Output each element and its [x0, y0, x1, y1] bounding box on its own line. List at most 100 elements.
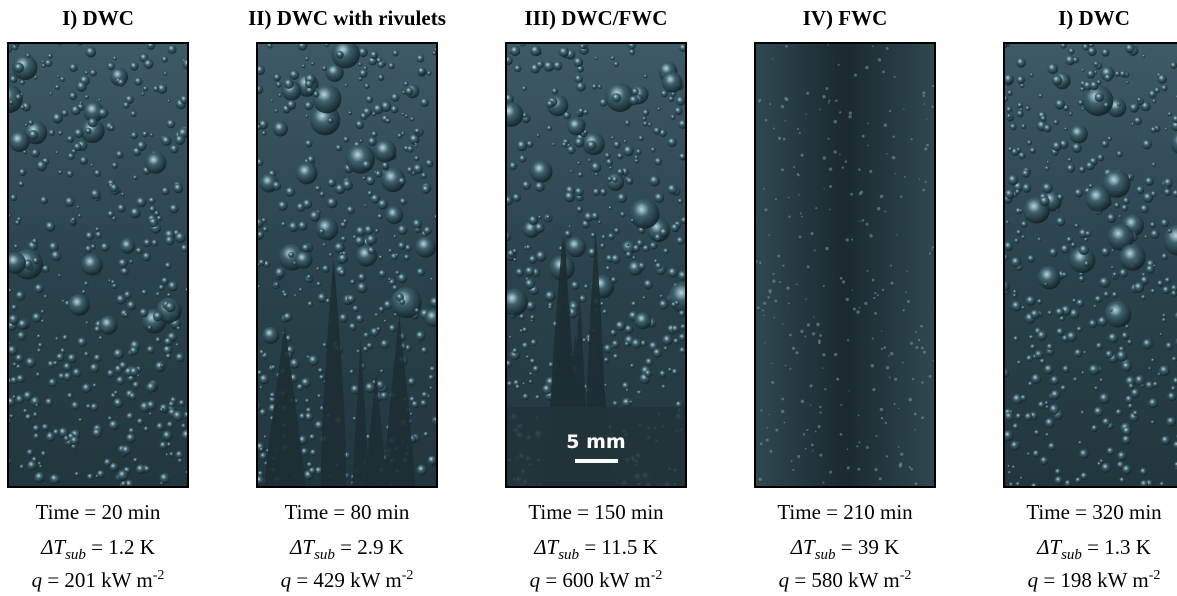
droplet: [60, 348, 66, 354]
droplet: [1125, 395, 1134, 404]
droplet: [1068, 48, 1074, 54]
droplet: [41, 310, 45, 314]
speck: [798, 194, 799, 195]
droplet: [342, 180, 353, 191]
photo: [755, 43, 936, 488]
symbol: ΔT: [289, 535, 315, 559]
droplet: [95, 475, 98, 478]
droplet: [11, 304, 17, 310]
symbol: ΔT: [533, 535, 559, 559]
droplet: [339, 313, 348, 322]
droplet: [344, 84, 347, 87]
droplet: [1151, 420, 1155, 424]
droplet: [1142, 55, 1145, 58]
droplet: [283, 292, 288, 297]
speck: [783, 138, 786, 141]
speck: [816, 323, 819, 326]
speck: [905, 292, 907, 294]
droplet: [80, 156, 88, 164]
droplet: [1066, 331, 1077, 342]
photo: [498, 41, 700, 492]
speck: [915, 482, 918, 485]
droplet: [1101, 140, 1109, 148]
speck: [759, 99, 762, 102]
droplet: [588, 159, 592, 163]
droplet: [309, 434, 315, 440]
droplet: [328, 118, 334, 124]
droplet: [1137, 97, 1142, 102]
droplet: [587, 140, 597, 150]
speck: [856, 310, 859, 313]
droplet: [644, 370, 652, 378]
droplet: [671, 368, 678, 375]
speck: [840, 277, 843, 280]
speck: [859, 221, 860, 222]
droplet: [127, 301, 137, 311]
droplet: [77, 337, 87, 347]
speck: [858, 168, 861, 171]
droplet: [615, 321, 625, 331]
droplet: [259, 374, 269, 384]
droplet: [1028, 381, 1033, 386]
speck: [800, 212, 802, 214]
value: = 1.2 K: [86, 535, 155, 559]
droplet: [1011, 257, 1021, 267]
droplet: [591, 162, 602, 173]
droplet: [519, 314, 525, 320]
droplet: [55, 84, 60, 89]
speck: [804, 335, 806, 337]
droplet: [359, 69, 368, 78]
droplet: [503, 56, 512, 65]
droplet: [1128, 403, 1134, 409]
droplet: [142, 131, 148, 137]
panel-title: IV) FWC: [803, 6, 888, 30]
speck: [840, 404, 842, 406]
droplet: [370, 51, 378, 59]
droplet: [425, 159, 433, 167]
droplet: [424, 309, 442, 327]
droplet: [1015, 413, 1022, 420]
droplet: [117, 470, 128, 481]
droplet: [307, 155, 315, 163]
droplet: [661, 384, 666, 389]
droplet: [611, 277, 617, 283]
droplet: [153, 86, 159, 92]
speck: [817, 425, 820, 428]
droplet: [18, 181, 24, 187]
droplet: [1085, 186, 1111, 212]
droplet: [126, 433, 136, 443]
droplet: [366, 176, 375, 185]
droplet: [404, 254, 410, 260]
speck: [884, 124, 887, 127]
droplet: [1166, 417, 1176, 427]
droplet: [304, 101, 313, 110]
droplet: [610, 329, 617, 336]
droplet: [1094, 386, 1098, 390]
droplet: [181, 423, 186, 428]
droplet: [81, 254, 103, 276]
droplet: [315, 217, 338, 240]
droplet: [366, 96, 374, 104]
droplet: [1059, 316, 1064, 321]
droplet: [390, 105, 398, 113]
speck: [824, 188, 825, 189]
droplet: [1114, 202, 1120, 208]
droplet: [410, 117, 414, 121]
speck: [786, 286, 789, 289]
droplet: [1002, 254, 1009, 261]
speck: [822, 482, 824, 484]
droplet: [378, 270, 386, 278]
droplet: [159, 441, 167, 449]
droplet: [34, 76, 38, 80]
droplet: [430, 277, 433, 280]
speck: [882, 289, 884, 291]
droplet: [338, 253, 348, 263]
droplet: [574, 137, 584, 147]
speck: [869, 170, 872, 173]
speck: [781, 105, 784, 108]
speck: [852, 290, 853, 291]
droplet: [1099, 393, 1110, 404]
droplet: [15, 220, 20, 225]
droplet: [522, 86, 527, 91]
droplet: [415, 144, 418, 147]
